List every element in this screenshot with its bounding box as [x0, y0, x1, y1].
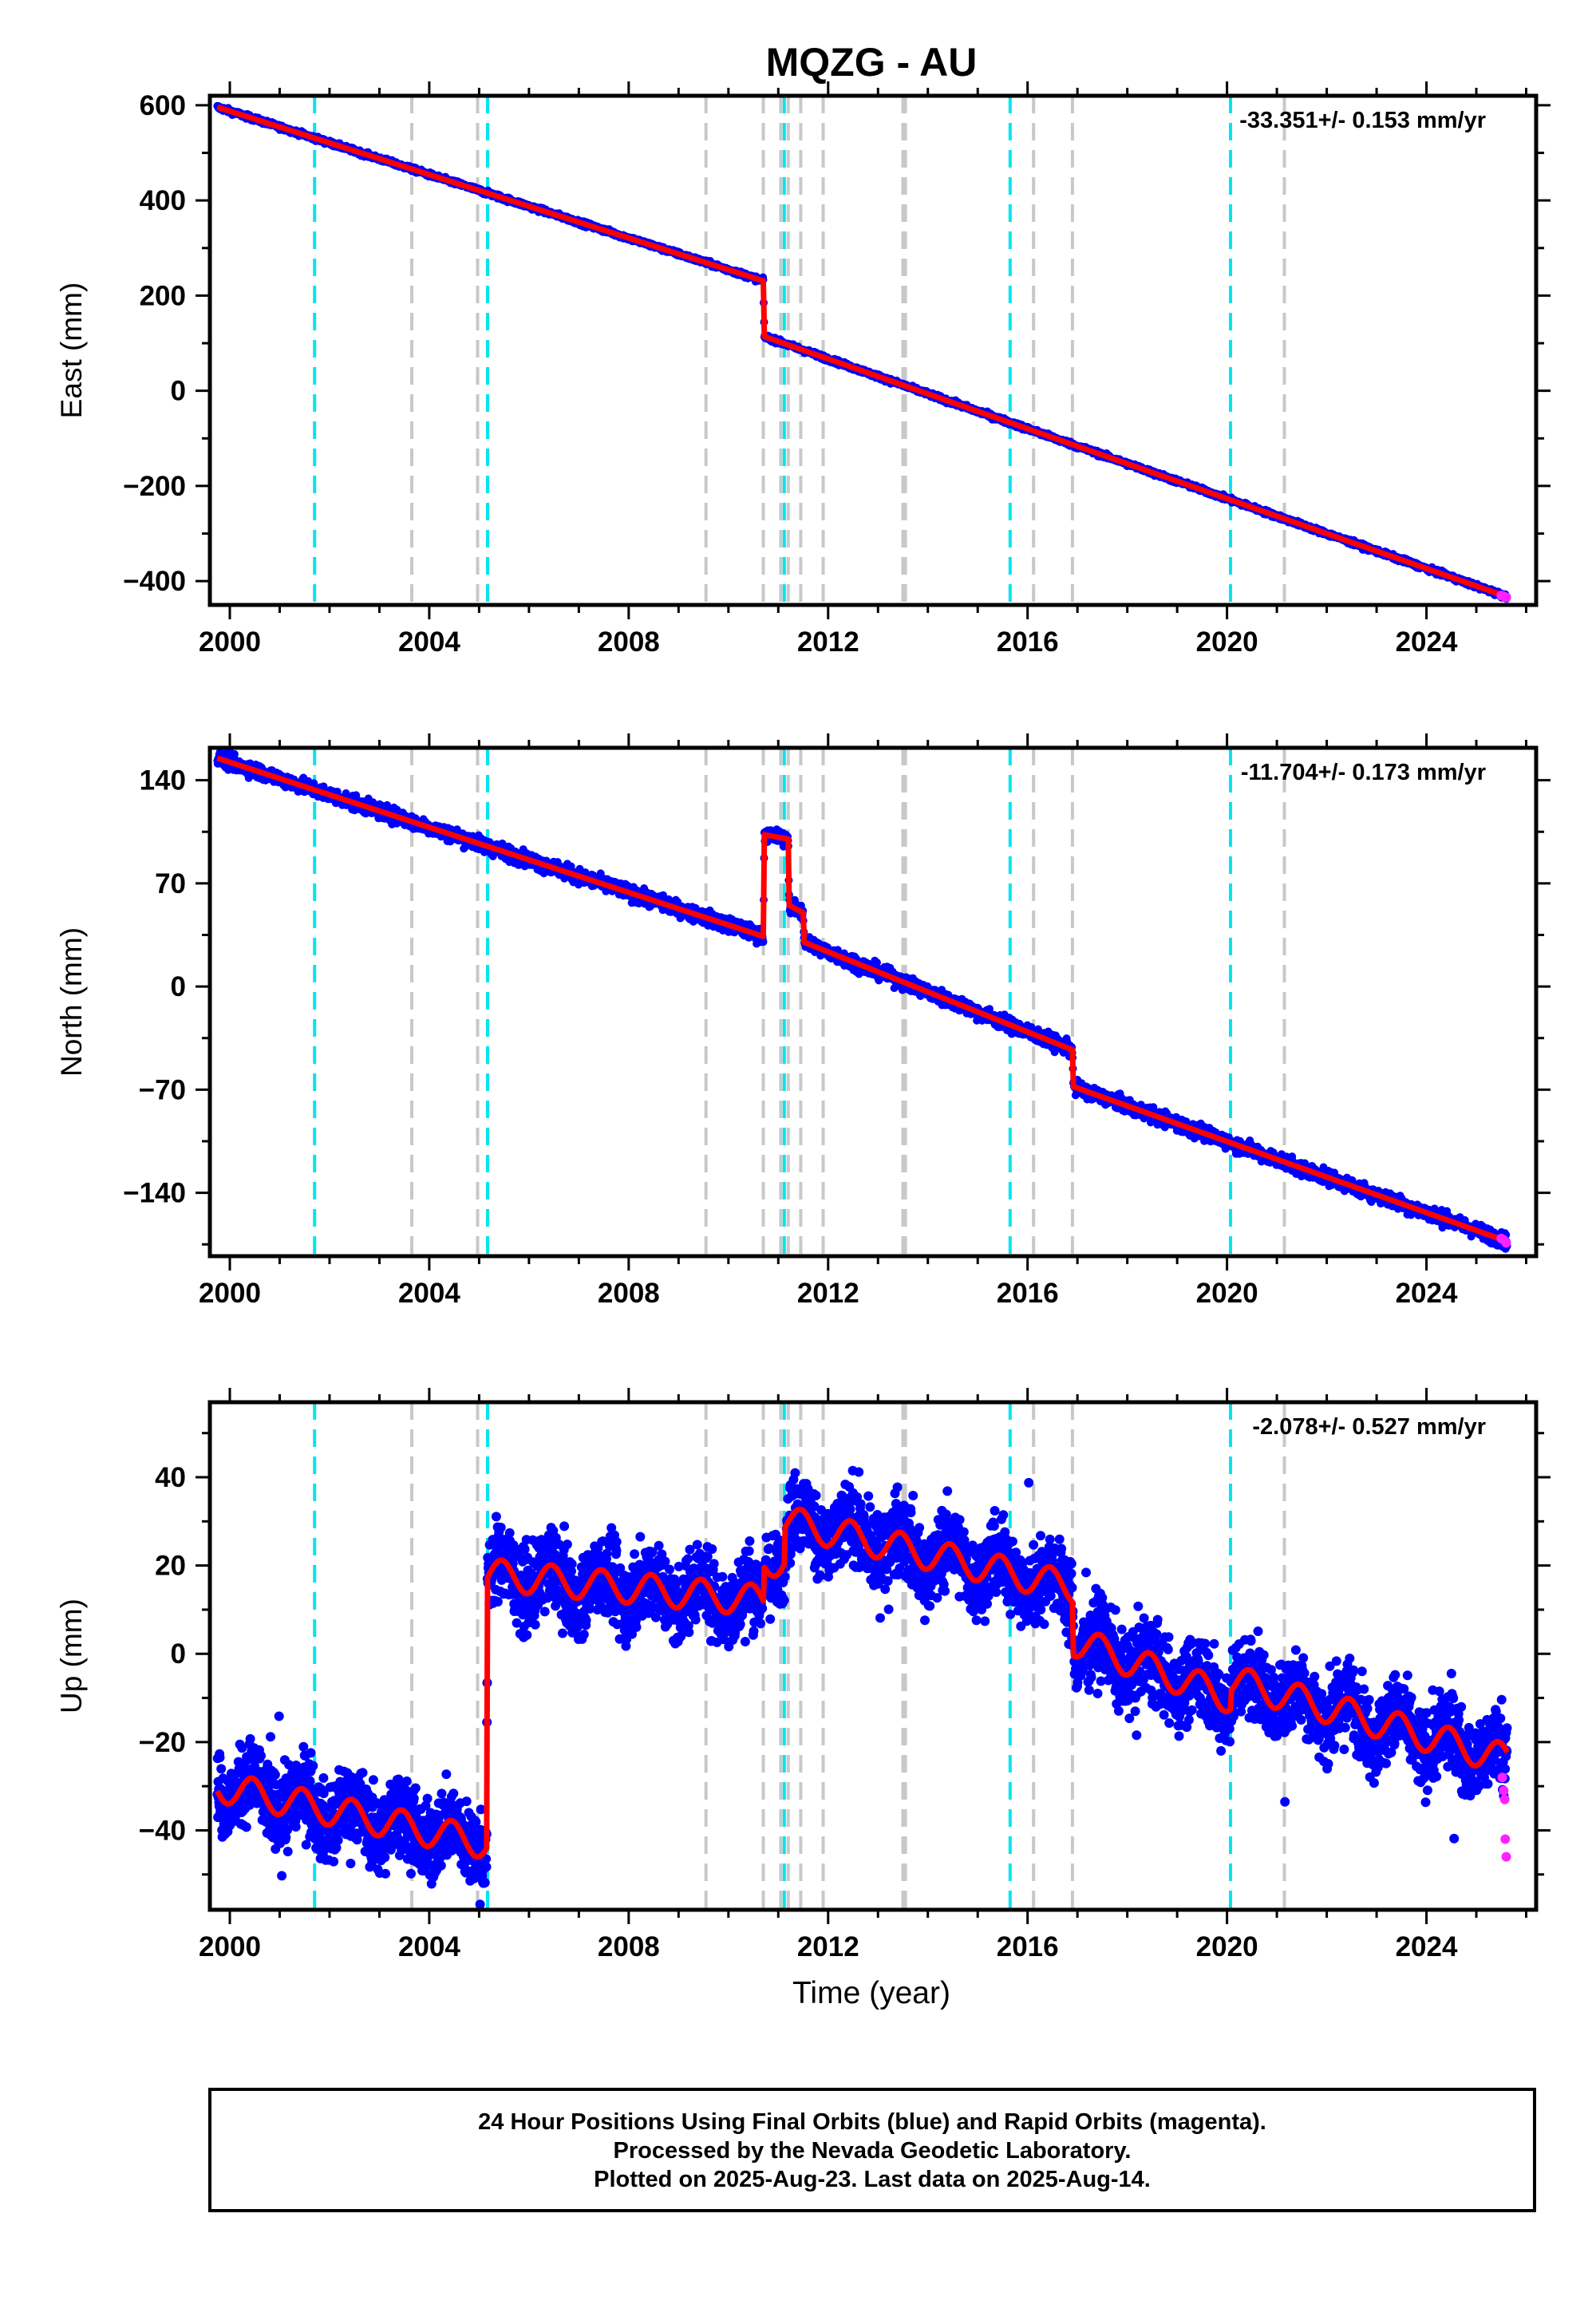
- plot-area: [213, 748, 1511, 1256]
- y-axis-label: East (mm): [55, 283, 88, 419]
- x-tick-label: 2000: [199, 626, 261, 658]
- y-tick-label: 600: [140, 90, 186, 121]
- x-tick-label: 2008: [598, 626, 660, 658]
- x-tick-label: 2016: [997, 626, 1059, 658]
- rapid-orbit-point: [1501, 592, 1511, 603]
- x-tick-label: 2004: [398, 626, 460, 658]
- final-orbit-points: [213, 748, 1511, 1253]
- x-tick-label: 2020: [1196, 626, 1258, 658]
- y-tick-label: 400: [140, 185, 186, 216]
- data-point: [383, 800, 392, 809]
- panel-north: 2000 2004 2008 2012 2016 2020 2024−140−7007014…: [55, 733, 1551, 1309]
- y-tick-label: −200: [123, 471, 186, 502]
- station-title: MQZG - AU: [766, 40, 978, 85]
- x-tick-label: 2024: [1396, 626, 1458, 658]
- y-tick-label: 200: [140, 280, 186, 311]
- panels: 2000 2004 2008 2012 2016 2020 2024 −400 −200 0 200…: [55, 81, 1551, 1962]
- plot-area: [213, 96, 1511, 605]
- panel-east: 2000 2004 2008 2012 2016 2020 2024 −400 −200 0 200…: [55, 81, 1551, 658]
- y-tick-label: −400: [123, 566, 186, 597]
- velocity-annotation: -33.351+/- 0.153 mm/yr: [1239, 108, 1486, 133]
- y-tick-label: 0: [171, 376, 186, 407]
- x-tick-label: 2012: [797, 626, 859, 658]
